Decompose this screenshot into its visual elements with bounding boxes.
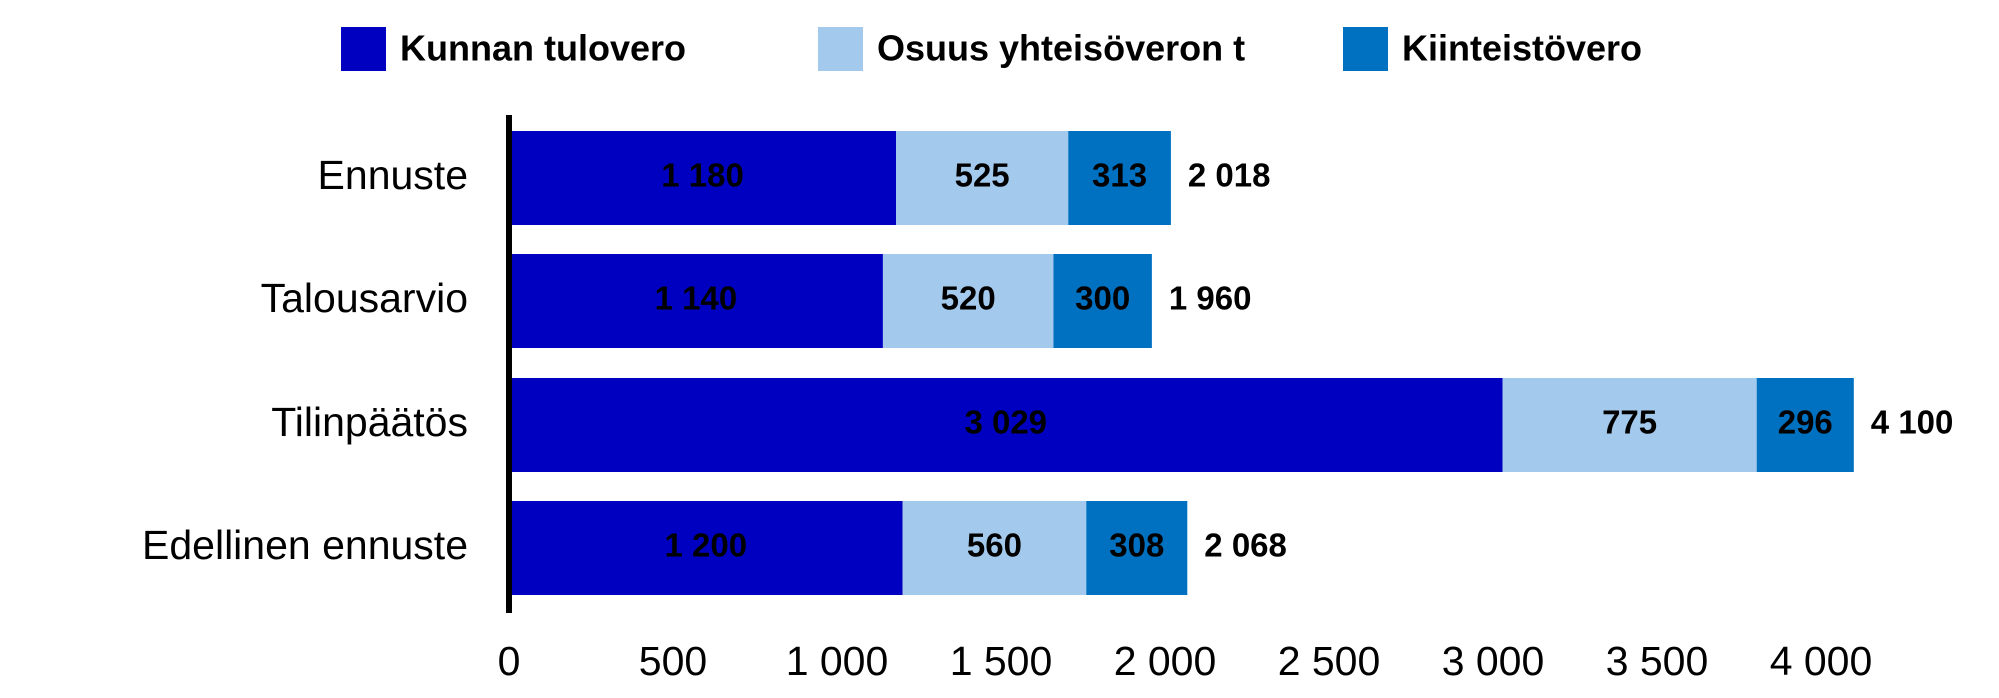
data-label: 525 (955, 157, 1010, 194)
x-tick-label: 1 500 (950, 638, 1053, 684)
legend-label: Kunnan tulovero (400, 28, 686, 69)
bar-segment (509, 378, 1503, 472)
bar-segment (896, 131, 1069, 225)
category-label: Ennuste (318, 152, 468, 198)
x-tick-label: 0 (498, 638, 521, 684)
bar-segment (1053, 254, 1152, 348)
legend-swatch (341, 27, 386, 71)
data-label: 300 (1075, 280, 1130, 317)
legend-label: Osuus yhteisöveron t (877, 28, 1245, 69)
data-label: 313 (1092, 157, 1147, 194)
bar-segment (902, 501, 1087, 595)
data-label: 3 029 (964, 404, 1047, 441)
x-tick-label: 2 000 (1114, 638, 1217, 684)
data-label: 308 (1109, 527, 1164, 564)
x-tick-label: 500 (639, 638, 707, 684)
bar-segment (882, 254, 1054, 348)
total-label: 1 960 (1169, 280, 1252, 317)
total-label: 2 018 (1188, 157, 1271, 194)
x-tick-label: 2 500 (1278, 638, 1381, 684)
legend-label: Kiinteistövero (1402, 28, 1642, 69)
x-tick-label: 3 500 (1606, 638, 1709, 684)
data-label: 296 (1778, 404, 1833, 441)
legend-swatch (1343, 27, 1388, 71)
bar-segment (509, 501, 903, 595)
x-tick-label: 3 000 (1442, 638, 1545, 684)
total-label: 2 068 (1204, 527, 1287, 564)
bar-segment (1756, 378, 1854, 472)
bar-segment (1068, 131, 1171, 225)
data-label: 1 200 (665, 527, 748, 564)
data-label: 1 140 (655, 280, 738, 317)
x-tick-label: 4 000 (1770, 638, 1873, 684)
data-label: 1 180 (661, 157, 744, 194)
category-label: Talousarvio (261, 275, 468, 321)
x-tick-label: 1 000 (786, 638, 889, 684)
legend-swatch (818, 27, 863, 71)
data-label: 560 (967, 527, 1022, 564)
data-label: 520 (941, 280, 996, 317)
data-label: 775 (1602, 404, 1657, 441)
bar-segment (509, 131, 897, 225)
bar-segment (509, 254, 883, 348)
bar-segment (1086, 501, 1188, 595)
category-label: Tilinpäätös (271, 399, 468, 445)
bar-segment (1502, 378, 1757, 472)
total-label: 4 100 (1871, 404, 1954, 441)
category-label: Edellinen ennuste (142, 522, 468, 568)
